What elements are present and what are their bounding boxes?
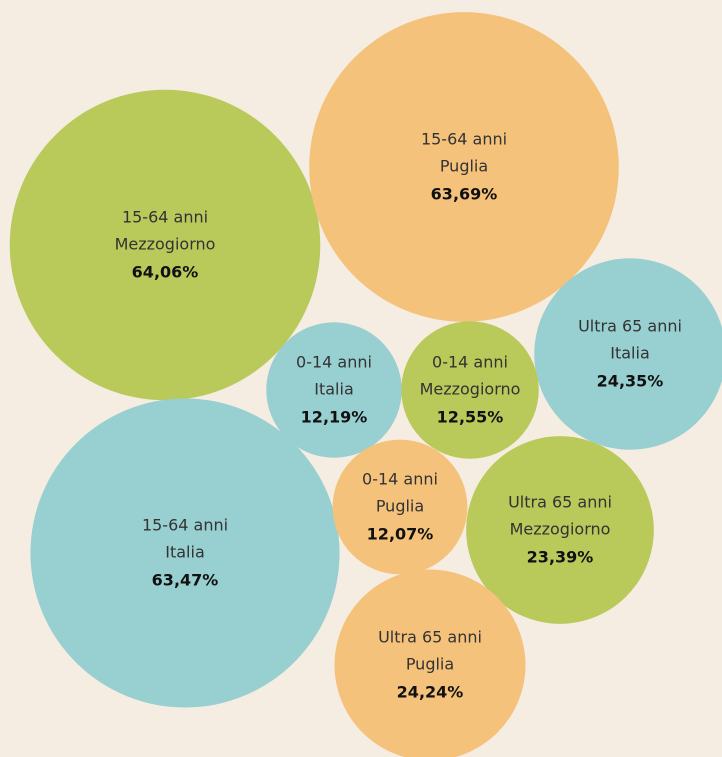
bubble-group: Ultra 65 anni [508, 493, 612, 512]
bubble-group: 15-64 anni [421, 130, 507, 149]
bubble [401, 321, 539, 459]
bubble-value: 12,07% [367, 525, 434, 544]
bubble-value: 12,19% [301, 408, 368, 427]
bubble-group: 0-14 anni [432, 353, 508, 372]
bubble-region: Italia [610, 344, 650, 363]
bubble [466, 436, 654, 624]
bubble-region: Puglia [376, 497, 424, 516]
bubble-region: Mezzogiorno [510, 520, 611, 539]
bubble-value: 12,55% [437, 408, 504, 427]
bubble [534, 258, 722, 450]
bubble-value: 23,39% [527, 548, 594, 567]
bubble [334, 569, 526, 757]
bubble-value: 64,06% [132, 263, 199, 282]
bubble-region: Italia [165, 543, 205, 562]
bubble-value: 63,69% [431, 185, 498, 204]
bubble [266, 322, 402, 458]
bubble-region: Puglia [406, 655, 454, 674]
bubble [309, 12, 619, 322]
bubble-region: Puglia [440, 157, 488, 176]
bubble [30, 398, 340, 708]
bubble-group: 15-64 anni [122, 208, 208, 227]
bubble [332, 439, 468, 575]
bubble-group: 15-64 anni [142, 516, 228, 535]
bubble-region: Mezzogiorno [420, 380, 521, 399]
bubble-value: 24,24% [397, 683, 464, 702]
bubble-group: 0-14 anni [362, 470, 438, 489]
bubble [9, 89, 321, 401]
bubble-group: Ultra 65 anni [578, 317, 682, 336]
bubble-region: Italia [314, 380, 354, 399]
bubble-region: Mezzogiorno [115, 235, 216, 254]
bubble-group: 0-14 anni [296, 353, 372, 372]
bubble-group: Ultra 65 anni [378, 628, 482, 647]
bubble-value: 24,35% [597, 372, 664, 391]
bubble-value: 63,47% [152, 571, 219, 590]
